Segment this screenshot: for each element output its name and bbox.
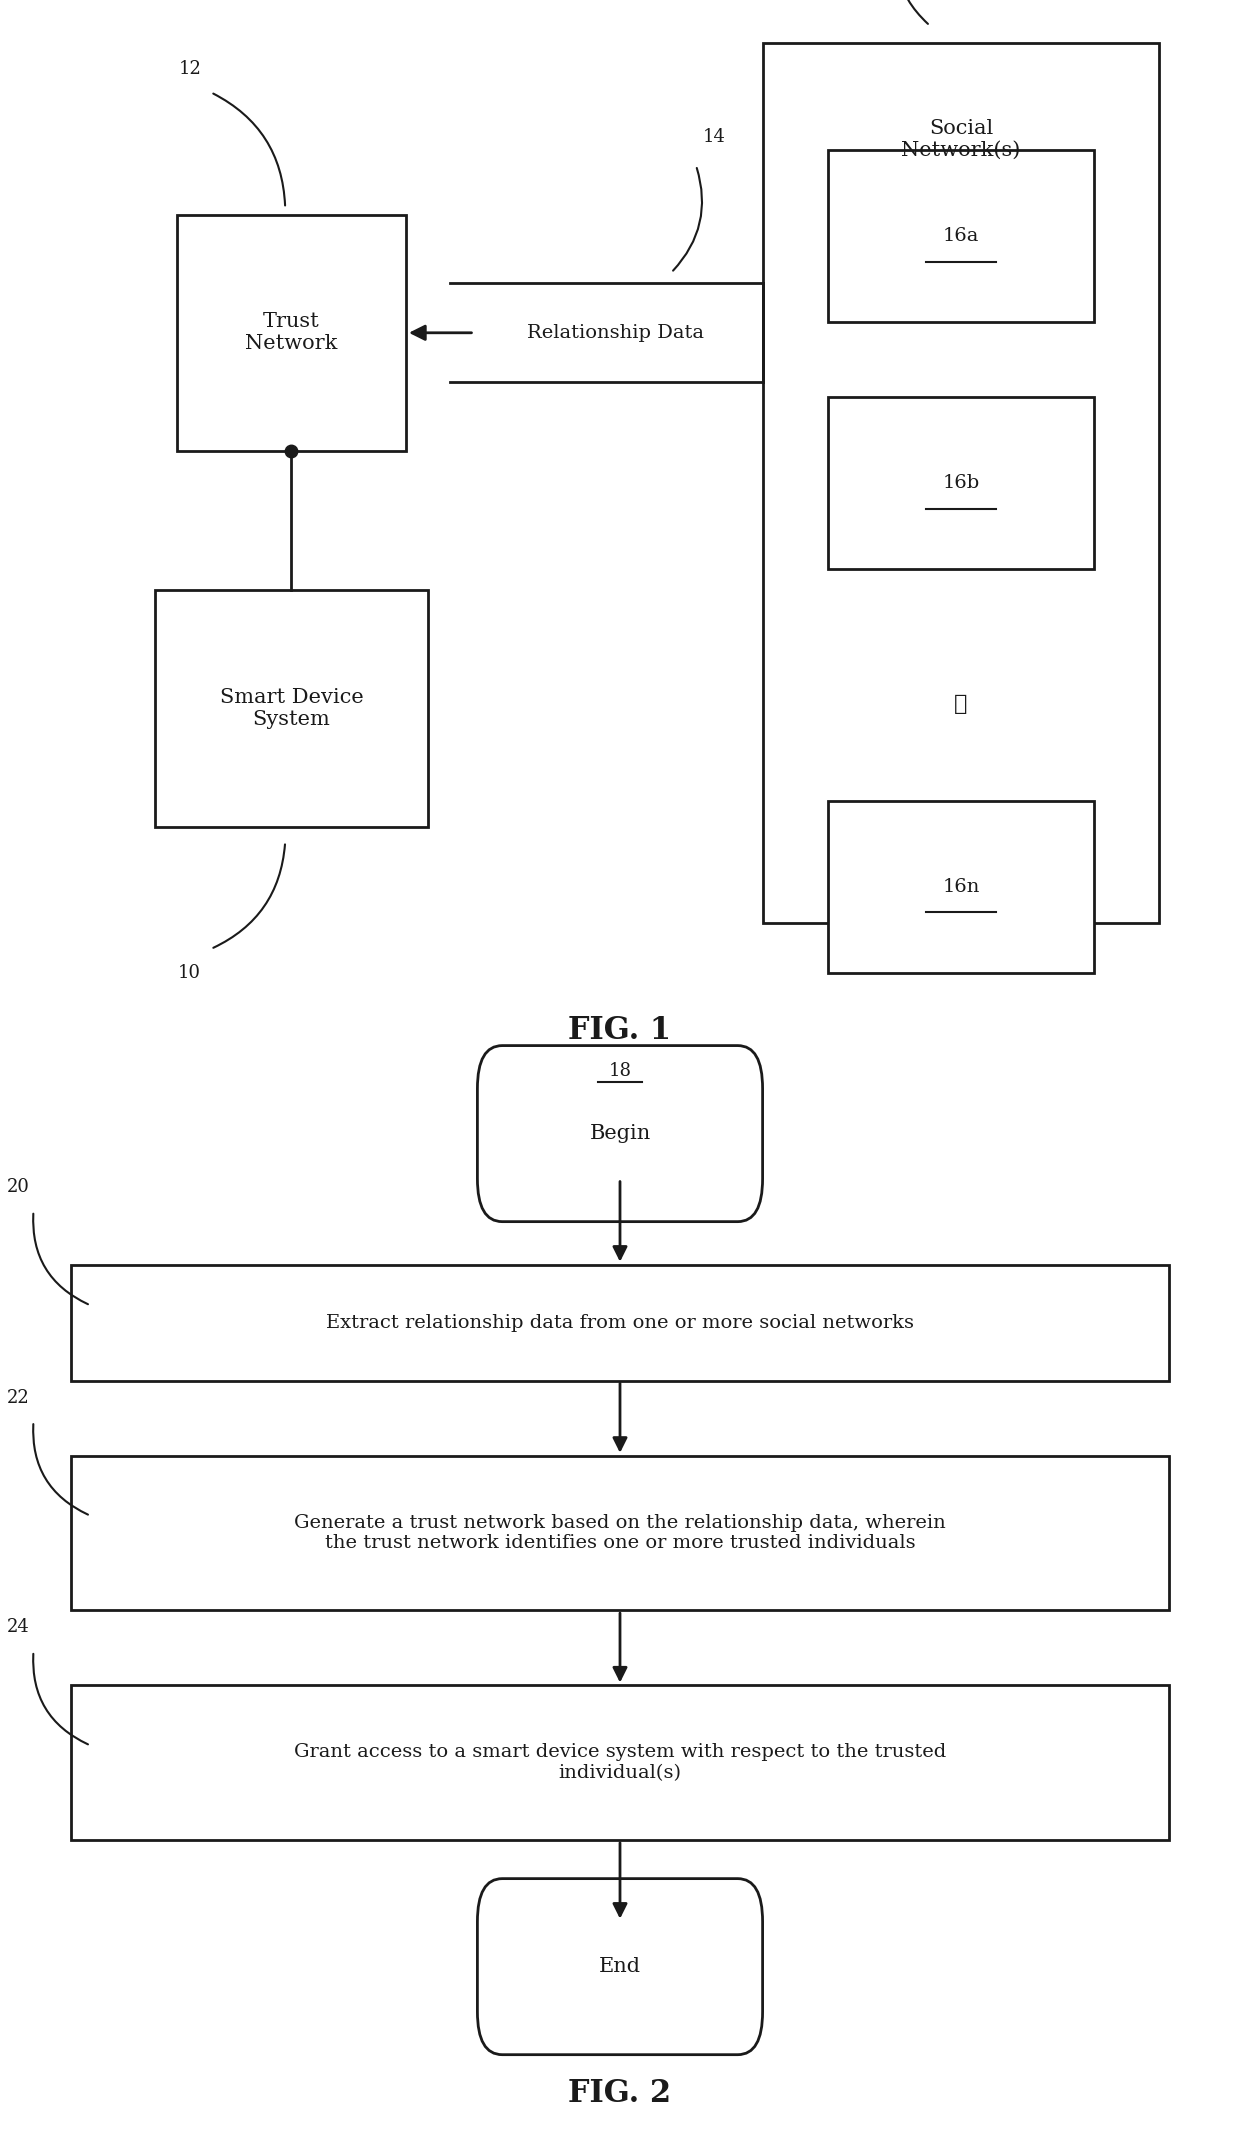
Text: Grant access to a smart device system with respect to the trusted
individual(s): Grant access to a smart device system wi… bbox=[294, 1743, 946, 1782]
FancyBboxPatch shape bbox=[71, 1685, 1168, 1840]
Text: 22: 22 bbox=[7, 1389, 30, 1406]
FancyBboxPatch shape bbox=[176, 215, 407, 451]
Text: Trust
Network: Trust Network bbox=[246, 311, 337, 354]
Text: Relationship Data: Relationship Data bbox=[527, 324, 704, 341]
FancyBboxPatch shape bbox=[477, 1046, 763, 1222]
Text: 14: 14 bbox=[703, 129, 725, 146]
Text: 12: 12 bbox=[179, 60, 201, 77]
FancyBboxPatch shape bbox=[155, 590, 428, 827]
Text: Extract relationship data from one or more social networks: Extract relationship data from one or mo… bbox=[326, 1314, 914, 1331]
Text: Smart Device
System: Smart Device System bbox=[219, 687, 363, 730]
FancyBboxPatch shape bbox=[828, 801, 1094, 973]
Text: ⋮: ⋮ bbox=[955, 693, 967, 715]
FancyBboxPatch shape bbox=[828, 397, 1094, 569]
Text: End: End bbox=[599, 1958, 641, 1975]
Text: FIG. 2: FIG. 2 bbox=[568, 2078, 672, 2108]
FancyBboxPatch shape bbox=[763, 43, 1159, 923]
FancyBboxPatch shape bbox=[71, 1265, 1168, 1381]
Text: 16b: 16b bbox=[942, 474, 980, 492]
FancyBboxPatch shape bbox=[71, 1456, 1168, 1610]
Text: 18: 18 bbox=[609, 1063, 631, 1080]
Text: 16n: 16n bbox=[942, 878, 980, 895]
FancyBboxPatch shape bbox=[828, 150, 1094, 322]
Text: 16a: 16a bbox=[942, 228, 980, 245]
Text: Generate a trust network based on the relationship data, wherein
the trust netwo: Generate a trust network based on the re… bbox=[294, 1514, 946, 1552]
Text: 24: 24 bbox=[7, 1619, 30, 1636]
Text: FIG. 1: FIG. 1 bbox=[568, 1016, 672, 1046]
Text: Social
Network(s): Social Network(s) bbox=[901, 118, 1021, 161]
FancyBboxPatch shape bbox=[477, 1879, 763, 2055]
Text: 10: 10 bbox=[179, 964, 201, 981]
Text: Begin: Begin bbox=[589, 1125, 651, 1142]
Text: 20: 20 bbox=[7, 1179, 30, 1196]
